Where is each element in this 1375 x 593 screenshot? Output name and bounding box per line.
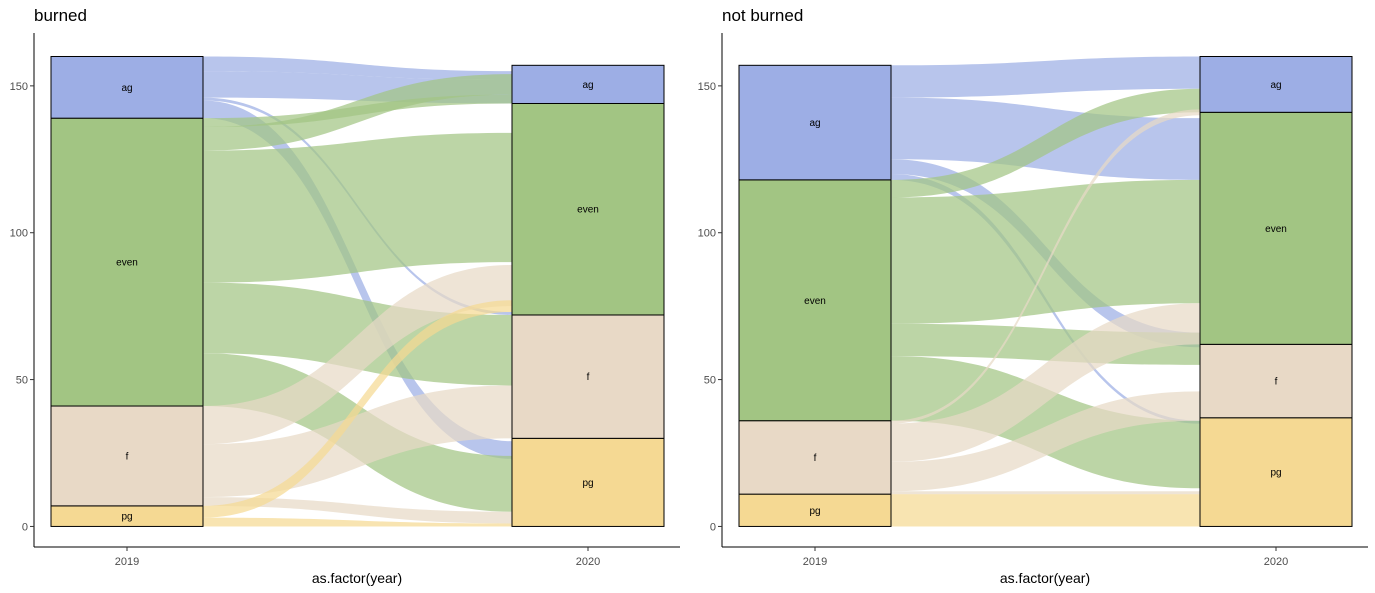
- flow-ag: [891, 56, 1200, 98]
- y-tick-label: 100: [698, 228, 716, 240]
- stratum-label: pg: [121, 512, 132, 523]
- stratum-label: ag: [1270, 80, 1281, 91]
- stratum-2020-pg: [1199, 417, 1353, 527]
- strata: pg f even ag pg f even ag: [50, 55, 665, 527]
- stratum-2020-pg: [511, 437, 665, 527]
- stratum-label: even: [804, 296, 826, 307]
- flow-f: [203, 385, 512, 498]
- axes: 0 50 100 150 2019 2020 as.factor(year): [10, 33, 680, 586]
- flow-f: [891, 303, 1200, 462]
- stratum-2020-f: [1199, 343, 1353, 419]
- x-axis-title: as.factor(year): [312, 570, 402, 586]
- flows: [891, 56, 1200, 527]
- stratum-2019-f: [50, 405, 204, 507]
- stratum-2019-even: [50, 117, 204, 407]
- stratum-2020-even: [511, 102, 665, 316]
- stratum-label: even: [577, 205, 599, 216]
- stratum-label: even: [116, 258, 138, 269]
- y-tick-label: 150: [698, 81, 716, 93]
- x-tick-label: 2020: [1264, 556, 1288, 568]
- flow-ag: [203, 56, 512, 80]
- flow-pg: [203, 300, 512, 518]
- y-tick-label: 50: [16, 375, 28, 387]
- stratum-label: ag: [121, 83, 132, 94]
- stratum-2020-even: [1199, 111, 1353, 345]
- panel-not-burned: not burned pg f even ag pg f even ag 0 50 100 150 20…: [688, 0, 1375, 593]
- flow-f: [891, 491, 1200, 495]
- axes: 0 50 100 150 2019 2020 as.factor(year): [698, 33, 1368, 586]
- strata: pg f even ag pg f even ag: [738, 55, 1353, 527]
- stratum-label: ag: [582, 80, 593, 91]
- stratum-label: f: [126, 451, 129, 462]
- stratum-label: f: [1275, 377, 1278, 388]
- flows: [203, 56, 512, 527]
- flow-pg: [203, 517, 512, 527]
- stratum-2019-pg: [738, 493, 892, 527]
- x-tick-label: 2020: [576, 556, 600, 568]
- flow-even: [891, 179, 1200, 324]
- x-tick-label: 2019: [115, 556, 139, 568]
- flow-ag: [203, 100, 512, 459]
- stratum-2019-ag: [738, 64, 892, 181]
- y-tick-label: 0: [710, 521, 716, 533]
- flow-f: [891, 391, 1200, 492]
- flow-even: [203, 132, 512, 283]
- panel-burned: burned pg f even ag pg f even ag 0 50 100 150 2019 20…: [0, 0, 687, 593]
- alluvial-chart-burned: pg f even ag pg f even ag 0 50 100 150 2019 2020 as.fa…: [10, 33, 680, 586]
- flow-f: [891, 109, 1200, 424]
- y-tick-label: 0: [22, 521, 28, 533]
- chart-title: burned: [34, 6, 87, 25]
- y-tick-label: 150: [10, 81, 28, 93]
- stratum-2019-f: [738, 420, 892, 495]
- stratum-label: pg: [809, 506, 820, 517]
- stratum-2020-ag: [511, 64, 665, 104]
- x-tick-label: 2019: [803, 556, 827, 568]
- x-axis-title: as.factor(year): [1000, 570, 1090, 586]
- flow-pg: [891, 494, 1200, 527]
- flow-even: [203, 282, 512, 386]
- flow-f: [203, 265, 512, 445]
- y-tick-label: 50: [704, 375, 716, 387]
- chart-title: not burned: [722, 6, 804, 25]
- stratum-2020-f: [511, 314, 665, 439]
- flow-even: [891, 88, 1200, 198]
- stratum-label: pg: [1270, 468, 1281, 479]
- stratum-2020-ag: [1199, 55, 1353, 113]
- stratum-2019-ag: [50, 55, 204, 119]
- stratum-label: even: [1265, 224, 1287, 235]
- stratum-label: ag: [809, 118, 820, 129]
- flow-even: [203, 74, 512, 151]
- flow-f: [203, 497, 512, 524]
- alluvial-chart-not-burned: pg f even ag pg f even ag 0 50 100 150 2019 2020 as.fa…: [698, 33, 1368, 586]
- stratum-label: pg: [582, 478, 593, 489]
- stratum-2019-even: [738, 179, 892, 422]
- y-tick-label: 100: [10, 228, 28, 240]
- stratum-label: f: [587, 372, 590, 383]
- stratum-label: f: [814, 453, 817, 464]
